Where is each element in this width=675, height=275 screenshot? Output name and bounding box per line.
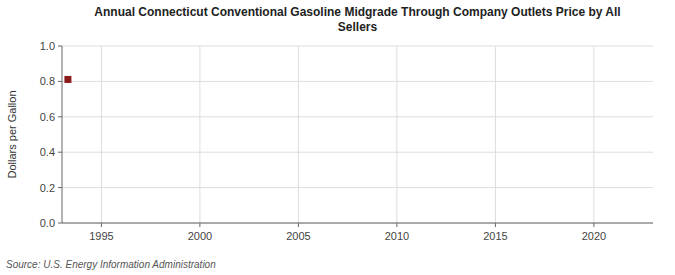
tick-label-y: 0.0 bbox=[40, 217, 55, 229]
title-line: Sellers bbox=[338, 20, 378, 34]
chart-svg: Annual Connecticut Conventional Gasoline… bbox=[0, 0, 675, 275]
data-layer bbox=[64, 76, 71, 83]
tick-x bbox=[298, 223, 299, 227]
grid-line-y bbox=[62, 223, 653, 224]
grid-line-y bbox=[62, 187, 653, 188]
grid bbox=[62, 46, 653, 223]
source-note: Source: U.S. Energy Information Administ… bbox=[6, 259, 216, 270]
tick-label-x: 2000 bbox=[188, 230, 212, 242]
tick-x bbox=[101, 223, 102, 227]
grid-line-x bbox=[101, 46, 102, 223]
grid-line-y bbox=[62, 152, 653, 153]
tick-y bbox=[58, 187, 62, 188]
grid-line-y bbox=[62, 46, 653, 47]
tick-label-y: 0.4 bbox=[40, 146, 55, 158]
tick-label-y: 0.6 bbox=[40, 111, 55, 123]
grid-line-x bbox=[495, 46, 496, 223]
tick-x bbox=[199, 223, 200, 227]
grid-line-x bbox=[593, 46, 594, 223]
tick-x bbox=[396, 223, 397, 227]
tick-label-y: 0.2 bbox=[40, 182, 55, 194]
tick-y bbox=[58, 81, 62, 82]
tick-y bbox=[58, 46, 62, 47]
axes: 0.0 0.2 0.4 0.6 0.8 1.0 1995 2000 2005 2010 2015 20… bbox=[40, 40, 653, 242]
grid-line-y bbox=[62, 81, 653, 82]
tick-label-x: 2015 bbox=[483, 230, 507, 242]
title-line: Annual Connecticut Conventional Gasoline… bbox=[94, 5, 620, 19]
axis-line-x bbox=[62, 223, 653, 224]
tick-y bbox=[58, 116, 62, 117]
tick-y bbox=[58, 223, 62, 224]
tick-label-x: 2010 bbox=[385, 230, 409, 242]
tick-y bbox=[58, 152, 62, 153]
chart-container: Annual Connecticut Conventional Gasoline… bbox=[0, 0, 675, 275]
tick-label-x: 2020 bbox=[582, 230, 606, 242]
y-axis-label: Dollars per Gallon bbox=[6, 90, 18, 178]
tick-label-x: 2005 bbox=[286, 230, 310, 242]
grid-line-x bbox=[199, 46, 200, 223]
tick-label-y: 1.0 bbox=[40, 40, 55, 52]
title: Annual Connecticut Conventional Gasoline… bbox=[94, 5, 620, 34]
grid-line-x bbox=[396, 46, 397, 223]
tick-label-x: 1995 bbox=[89, 230, 113, 242]
grid-line-y bbox=[62, 116, 653, 117]
tick-label-y: 0.8 bbox=[40, 75, 55, 87]
data-point bbox=[64, 76, 71, 83]
grid-line-x bbox=[298, 46, 299, 223]
axis-line-y bbox=[62, 46, 63, 223]
tick-x bbox=[593, 223, 594, 227]
tick-x bbox=[495, 223, 496, 227]
